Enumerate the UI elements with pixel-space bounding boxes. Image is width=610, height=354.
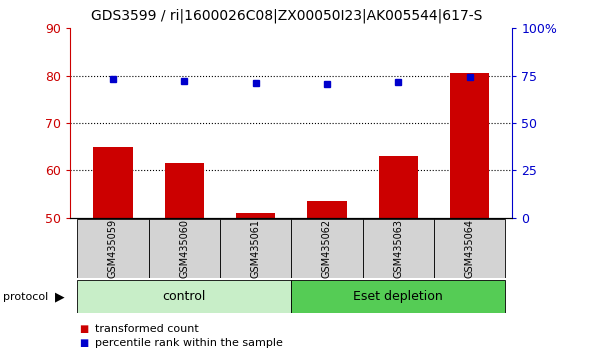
Text: ■: ■ [79, 338, 88, 348]
Bar [434, 219, 505, 278]
Bar [93, 147, 132, 218]
Bar [77, 219, 149, 278]
Text: GDS3599 / ri|1600026C08|ZX00050I23|AK005544|617-S: GDS3599 / ri|1600026C08|ZX00050I23|AK005… [91, 9, 483, 23]
Bar [220, 219, 292, 278]
Text: GSM435059: GSM435059 [108, 219, 118, 278]
Bar [379, 156, 418, 218]
Text: ▶: ▶ [55, 291, 65, 304]
Bar [292, 280, 505, 313]
Bar [165, 163, 204, 218]
Text: transformed count: transformed count [95, 324, 198, 333]
Text: control: control [163, 290, 206, 303]
Text: GSM435063: GSM435063 [393, 219, 403, 278]
Text: GSM435060: GSM435060 [179, 219, 189, 278]
Text: GSM435064: GSM435064 [465, 219, 475, 278]
Bar [149, 219, 220, 278]
Text: ■: ■ [79, 324, 88, 333]
Bar [236, 213, 275, 218]
Text: GSM435061: GSM435061 [251, 219, 260, 278]
Bar [307, 201, 346, 218]
Bar [362, 219, 434, 278]
Text: protocol: protocol [3, 292, 48, 302]
Text: GSM435062: GSM435062 [322, 219, 332, 278]
Bar [450, 73, 489, 218]
Text: Eset depletion: Eset depletion [353, 290, 443, 303]
Bar [77, 280, 292, 313]
Bar [292, 219, 362, 278]
Text: percentile rank within the sample: percentile rank within the sample [95, 338, 282, 348]
